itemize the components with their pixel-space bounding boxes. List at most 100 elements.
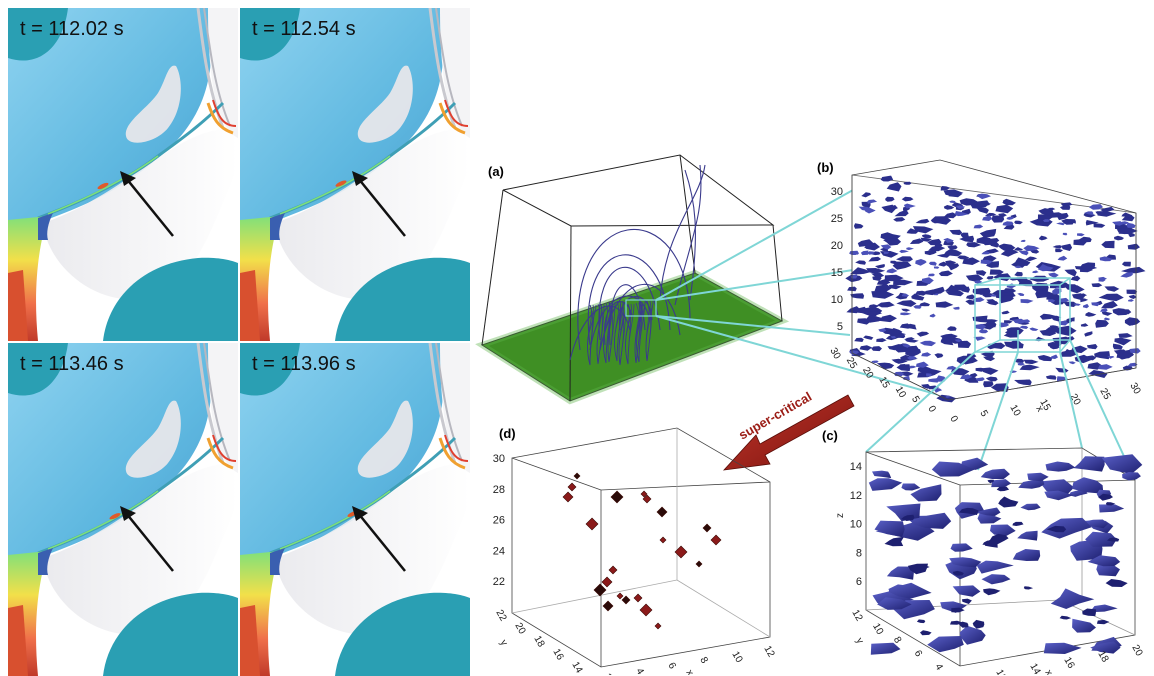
isosurface-blob bbox=[1044, 490, 1074, 501]
tick-label: 14 bbox=[1027, 662, 1042, 675]
isosurface-blob bbox=[933, 293, 939, 296]
isosurface-blob bbox=[890, 336, 897, 339]
isosurface-blob bbox=[1055, 248, 1063, 253]
isosurface-blob bbox=[947, 326, 957, 331]
axis-label: y bbox=[497, 638, 509, 648]
axis-label: x bbox=[1042, 668, 1054, 675]
isosurface-blob bbox=[983, 588, 1001, 596]
isosurface-blob bbox=[878, 328, 887, 333]
isosurface-blob bbox=[1039, 479, 1075, 497]
panel-c: (c) 14121086z1210864y101214161820x bbox=[822, 428, 1145, 675]
isosurface-blob bbox=[861, 192, 871, 198]
isosurface-blob bbox=[1052, 288, 1062, 295]
isosurface-blob bbox=[945, 395, 951, 398]
isosurface-blob bbox=[1093, 223, 1106, 228]
isosurface-blob bbox=[1017, 530, 1038, 541]
isosurface-blob bbox=[972, 315, 988, 323]
simulation-frame: t = 113.46 s bbox=[8, 343, 238, 676]
isosurface-blob bbox=[639, 603, 653, 617]
isosurface-blob bbox=[945, 260, 957, 266]
isosurface-blob bbox=[991, 215, 1005, 223]
frame-image bbox=[240, 343, 470, 676]
isosurface-blob bbox=[976, 270, 987, 276]
field-line bbox=[577, 228, 691, 351]
isosurface-blob bbox=[1121, 261, 1131, 267]
axis-label: y bbox=[853, 636, 865, 646]
isosurface-blob bbox=[920, 630, 932, 636]
isosurface-blob bbox=[986, 276, 994, 280]
field-line bbox=[599, 283, 681, 351]
isosurface-blob bbox=[949, 229, 963, 236]
field-line bbox=[645, 300, 654, 362]
isosurface-blob bbox=[1085, 355, 1097, 361]
isosurface-blob bbox=[1090, 641, 1121, 654]
tick-label: 10 bbox=[729, 650, 744, 666]
tick-label: 18 bbox=[1095, 649, 1110, 665]
field-line bbox=[603, 302, 613, 364]
isosurface-blob bbox=[911, 293, 925, 301]
isosurface-blob bbox=[885, 196, 895, 202]
isosurface-blob bbox=[966, 242, 982, 248]
isosurface-blob bbox=[1014, 271, 1023, 277]
isosurface-blob bbox=[959, 235, 975, 243]
isosurface-blob bbox=[1003, 223, 1015, 230]
isosurface-blob bbox=[997, 243, 1016, 251]
isosurface-blob bbox=[902, 344, 911, 348]
isosurface-blob bbox=[983, 355, 996, 362]
isosurface-blob bbox=[1118, 333, 1133, 338]
tick-label: 20 bbox=[512, 621, 527, 637]
isosurface-blob bbox=[965, 274, 984, 282]
isosurface-blob bbox=[1020, 503, 1041, 511]
isosurface-blob bbox=[1029, 327, 1039, 331]
isosurface-blob bbox=[884, 536, 904, 547]
zoom-connectors-ab bbox=[655, 189, 951, 399]
isosurface-blob bbox=[1034, 285, 1046, 290]
isosurface-blob bbox=[924, 368, 942, 375]
field-line bbox=[638, 301, 646, 363]
isosurface-blob bbox=[888, 284, 902, 290]
isosurface-blob bbox=[1038, 208, 1054, 216]
panel-d-ticks: 30282624222220181614y24681012x bbox=[493, 453, 777, 675]
isosurface-blob bbox=[896, 256, 913, 262]
isosurface-blob bbox=[573, 472, 581, 480]
isosurface-blob bbox=[1080, 323, 1089, 327]
tick-label: 20 bbox=[860, 365, 875, 381]
isosurface-blob bbox=[1019, 364, 1040, 371]
isosurface-blob bbox=[940, 336, 954, 346]
isosurface-blob bbox=[918, 302, 930, 307]
tick-label: 12 bbox=[993, 668, 1008, 675]
isosurface-blob bbox=[960, 374, 973, 380]
time-label: t = 113.96 s bbox=[252, 353, 356, 375]
isosurface-blob bbox=[948, 192, 963, 198]
isosurface-blob bbox=[903, 203, 916, 209]
isosurface-blob bbox=[959, 198, 979, 206]
isosurface-blob bbox=[1042, 219, 1050, 222]
isosurface-blob bbox=[1096, 619, 1110, 625]
isosurface-blob bbox=[1088, 370, 1108, 378]
isosurface-blob bbox=[1046, 525, 1067, 533]
isosurface-blob bbox=[906, 228, 919, 234]
tick-label: 15 bbox=[876, 375, 891, 391]
tick-label: 4 bbox=[932, 662, 945, 673]
isosurface-blob bbox=[981, 251, 990, 255]
isosurface-blob bbox=[585, 517, 599, 531]
isosurface-blob bbox=[996, 486, 1010, 492]
isosurface-blob bbox=[958, 507, 979, 515]
isosurface-blob bbox=[952, 570, 964, 576]
isosurface-blob bbox=[920, 237, 932, 242]
isosurface-blob bbox=[1100, 206, 1115, 213]
isosurface-blob bbox=[875, 264, 885, 269]
tick-label: 18 bbox=[531, 634, 546, 650]
isosurface-blob bbox=[946, 365, 957, 370]
isosurface-blob bbox=[990, 524, 1016, 537]
isosurface-blob bbox=[916, 619, 926, 624]
isosurface-blob bbox=[855, 260, 866, 265]
isosurface-blob bbox=[1057, 255, 1068, 261]
isosurface-blob bbox=[1039, 329, 1057, 336]
isosurface-blob bbox=[850, 293, 865, 299]
isosurface-blob bbox=[870, 642, 901, 655]
isosurface-blob bbox=[1027, 472, 1049, 482]
isosurface-blob bbox=[938, 261, 949, 267]
